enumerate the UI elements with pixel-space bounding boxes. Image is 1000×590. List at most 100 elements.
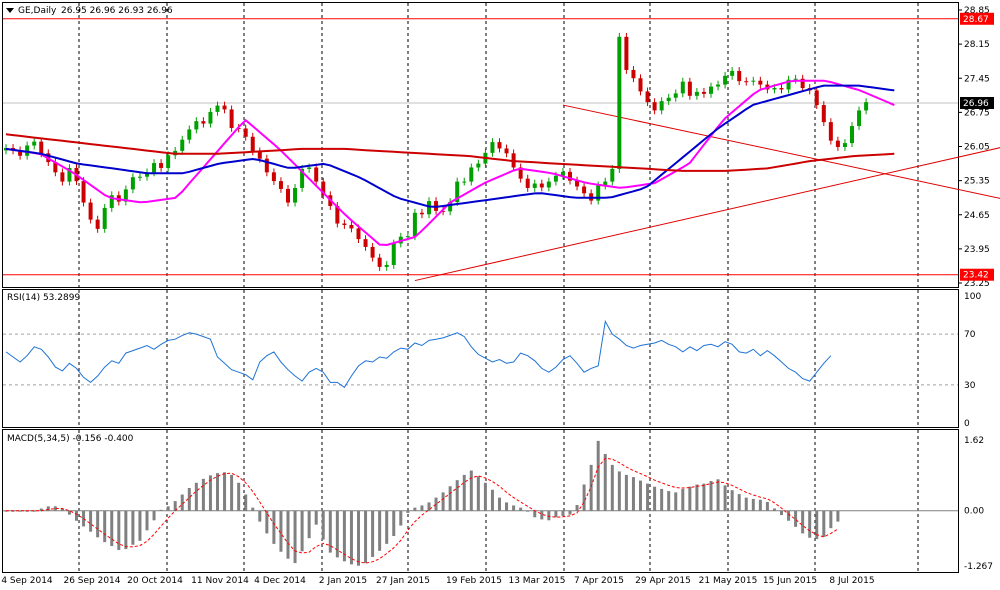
macd-bar bbox=[498, 497, 501, 511]
macd-bar bbox=[836, 510, 840, 522]
macd-bar bbox=[180, 494, 184, 511]
rsi-y-tick-label: 70 bbox=[964, 330, 976, 340]
x-tick-label: 27 Jan 2015 bbox=[376, 576, 430, 586]
price-y-tick-label: 27.45 bbox=[964, 74, 990, 84]
candle-body bbox=[518, 167, 523, 179]
candle-body bbox=[835, 140, 840, 147]
macd-bar bbox=[307, 510, 311, 539]
candle-body bbox=[497, 142, 502, 149]
macd-bar bbox=[568, 510, 572, 515]
macd-bar bbox=[794, 510, 798, 527]
candle-body bbox=[257, 151, 262, 159]
candle-body bbox=[694, 91, 699, 96]
rsi-indicator bbox=[3, 319, 958, 389]
candle-body bbox=[271, 172, 276, 182]
x-tick-label: 15 Jun 2015 bbox=[763, 576, 817, 586]
candle-body bbox=[857, 110, 862, 127]
macd-bar bbox=[60, 508, 64, 511]
macd-bar bbox=[688, 486, 692, 511]
candle-body bbox=[314, 167, 319, 182]
candle-body bbox=[553, 175, 558, 182]
macd-y-tick-label: 0.00 bbox=[964, 507, 984, 517]
current-price-label: 26.96 bbox=[963, 99, 989, 109]
candle-body bbox=[821, 105, 826, 123]
candle-body bbox=[81, 181, 86, 203]
ohlc-readout: 26.95 26.96 26.93 26.96 bbox=[61, 6, 173, 16]
candle-body bbox=[652, 102, 657, 111]
candle-body bbox=[772, 88, 777, 90]
x-tick-label: 4 Dec 2014 bbox=[254, 576, 306, 586]
candle-body bbox=[229, 109, 234, 128]
macd-bar bbox=[815, 510, 819, 540]
macd-bar bbox=[251, 507, 255, 511]
macd-bar bbox=[67, 510, 71, 515]
candle-body bbox=[539, 183, 544, 188]
trend-line bbox=[414, 147, 1000, 282]
macd-bar bbox=[716, 479, 720, 511]
macd-bar bbox=[695, 484, 699, 511]
macd-bar bbox=[110, 510, 114, 547]
macd-bar bbox=[25, 510, 29, 512]
candle-body bbox=[208, 111, 213, 124]
macd-bar bbox=[124, 510, 128, 550]
macd-bar bbox=[385, 510, 389, 544]
candle-body bbox=[370, 246, 375, 258]
candle-body bbox=[666, 97, 671, 102]
macd-bar bbox=[201, 478, 205, 511]
candle-body bbox=[469, 167, 474, 182]
macd-panel-frame bbox=[2, 429, 959, 573]
candle-body bbox=[419, 212, 424, 215]
level-price-tag bbox=[960, 12, 994, 25]
macd-bar bbox=[11, 510, 15, 512]
macd-bar bbox=[660, 488, 664, 511]
macd-bar bbox=[286, 510, 290, 559]
macd-bar bbox=[216, 473, 219, 511]
candle-body bbox=[673, 93, 678, 98]
candle-body bbox=[356, 228, 361, 240]
price-y-tick-label: 28.15 bbox=[964, 40, 990, 50]
macd-y-tick-label: -1.267 bbox=[964, 562, 993, 572]
moving-average-line bbox=[5, 79, 895, 247]
macd-bar bbox=[378, 510, 382, 551]
macd-bar bbox=[808, 510, 812, 538]
candle-body bbox=[39, 141, 44, 154]
candle-body bbox=[412, 212, 417, 237]
macd-signal-line bbox=[6, 457, 839, 564]
macd-bar bbox=[744, 497, 748, 511]
dropdown-arrow-icon[interactable] bbox=[6, 8, 14, 13]
macd-bar bbox=[582, 484, 586, 511]
x-tick-label: 29 Apr 2015 bbox=[635, 576, 691, 586]
level-price-label: 23.42 bbox=[963, 271, 989, 281]
macd-bar bbox=[702, 483, 706, 511]
macd-bar bbox=[279, 510, 283, 552]
x-tick-label: 2 Jan 2015 bbox=[319, 576, 367, 586]
candle-body bbox=[363, 239, 368, 247]
x-tick-label: 13 Mar 2015 bbox=[508, 576, 565, 586]
macd-bar bbox=[610, 464, 614, 511]
candle-body bbox=[701, 91, 706, 94]
macd-indicator bbox=[3, 440, 958, 566]
macd-bar bbox=[173, 501, 177, 511]
candle-body bbox=[603, 181, 608, 186]
macd-bar bbox=[561, 510, 565, 516]
macd-bar bbox=[801, 510, 805, 534]
macd-bar bbox=[131, 510, 135, 545]
price-y-tick-label: 26.75 bbox=[964, 108, 990, 118]
macd-bar bbox=[75, 510, 78, 521]
macd-bar bbox=[138, 510, 142, 541]
rsi-y-tick-label: 100 bbox=[964, 292, 981, 302]
candle-body bbox=[758, 80, 763, 85]
candle-body bbox=[152, 163, 157, 173]
rsi-y-tick-label: 0 bbox=[964, 419, 970, 429]
macd-y-tick-label: 1.62 bbox=[964, 436, 984, 446]
macd-bar bbox=[166, 506, 170, 511]
candle-body bbox=[67, 167, 72, 182]
x-tick-label: 20 Oct 2014 bbox=[127, 576, 183, 586]
macd-bar bbox=[208, 475, 212, 511]
candle-body bbox=[441, 210, 446, 212]
current-price-tag bbox=[960, 97, 994, 109]
macd-bar bbox=[603, 453, 607, 511]
symbol-title: GE,Daily bbox=[18, 6, 57, 16]
candle-body bbox=[335, 205, 340, 224]
candle-body bbox=[342, 223, 347, 225]
